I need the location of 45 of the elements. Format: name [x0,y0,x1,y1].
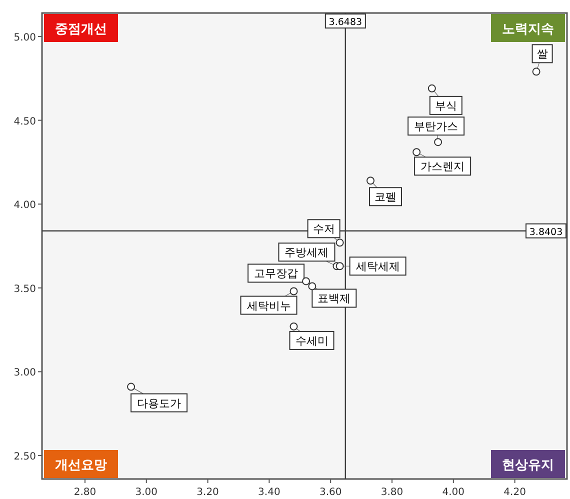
x-tick-label: 3.00 [135,487,158,498]
point [290,287,298,296]
x-tick-label: 4.00 [442,487,465,498]
y-tick-label: 2.50 [14,452,36,463]
annotation: 쌀 [536,48,548,61]
y-tick-label: 5.00 [14,32,36,44]
point [532,68,540,76]
y-tick-label: 3.00 [14,368,36,379]
y-tick-label: 3.50 [14,284,36,295]
x-tick-label: 2.80 [74,487,96,498]
x-tick-label: 3.60 [319,487,342,498]
x-tick-label: 3.20 [196,487,219,498]
annotation: 수세미 [295,334,328,348]
point [290,322,298,330]
point [412,148,421,156]
annotation: 현상유지 [502,458,554,473]
point [428,84,436,92]
point [302,277,310,286]
point [127,382,136,391]
annotation: 부식 [434,99,457,112]
annotation: 고무장갑 [254,267,298,280]
point [336,238,344,247]
x-tick-label: 3.80 [380,487,404,498]
annotation: 개선요망 [55,458,107,473]
point [336,262,344,270]
x-tick-label: 4.20 [504,487,526,498]
y-tick-label: 4.00 [14,200,36,212]
point [434,138,442,146]
ref-line-label: 3.8403 [529,226,563,238]
annotation: 부탄가스 [414,120,458,134]
annotation: 수저 [312,222,335,236]
ref-line-label: 3.6483 [328,17,362,28]
y-tick-label: 4.50 [14,116,36,128]
annotation: 다용도가 [137,396,182,410]
annotation: 코펠 [374,190,397,204]
annotation: 표백제 [318,292,351,306]
annotation: 가스렌지 [420,160,465,174]
annotation: 세탁세제 [356,260,400,274]
annotation: 세탁비누 [246,299,291,312]
annotation: 중점개선 [55,22,107,37]
annotation: 주방세제 [284,246,329,260]
x-tick-label: 3.40 [258,487,280,498]
point [366,176,375,185]
point [308,282,316,290]
annotation: 노력지속 [502,22,554,37]
